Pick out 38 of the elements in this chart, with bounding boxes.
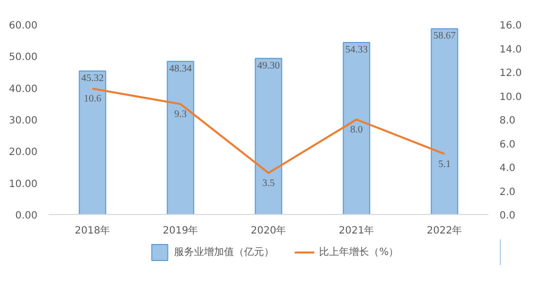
y2-tick-label: 10.0 (500, 92, 522, 103)
x-tick-label: 2022年 (426, 224, 462, 236)
data-label: 48.34 (169, 63, 192, 74)
bar (342, 42, 370, 214)
bar (430, 28, 458, 214)
data-label: 8.0 (350, 124, 363, 136)
data-label: 45.32 (81, 72, 104, 84)
y2-tick-label: 8.0 (500, 116, 516, 126)
y-tick-label: 60.00 (8, 20, 38, 32)
y2-tick-label: 2.0 (500, 186, 516, 198)
legend-label: 服务业增加值（亿元） (174, 246, 274, 259)
data-label: 10.6 (84, 94, 102, 105)
y-tick-label: 10.00 (8, 178, 38, 190)
data-label: 54.33 (345, 44, 368, 56)
x-tick-label: 2020年 (250, 224, 286, 236)
data-label: 49.30 (257, 60, 280, 72)
data-label: 9.3 (174, 109, 187, 120)
y2-tick-label: 6.0 (500, 139, 516, 150)
y2-tick-label: 16.0 (500, 20, 522, 32)
y2-tick-label: 14.0 (500, 44, 522, 56)
x-tick-label: 2019年 (162, 224, 198, 236)
bar (166, 60, 194, 214)
bar (78, 70, 106, 214)
data-label: 58.67 (433, 30, 456, 42)
y-tick-label: 40.00 (8, 84, 38, 95)
legend-label: 比上年增长（%） (319, 246, 399, 259)
y-tick-label: 30.00 (8, 116, 38, 126)
y-tick-label: 50.00 (8, 52, 38, 64)
bar (254, 58, 282, 214)
y2-tick-label: 12.0 (500, 68, 522, 79)
data-label: 5.1 (438, 158, 451, 170)
y-tick-label: 0.00 (15, 210, 38, 222)
x-tick-label: 2021年 (338, 224, 374, 236)
x-tick-label: 2018年 (74, 224, 110, 236)
y-tick-label: 20.00 (8, 147, 38, 158)
y2-tick-label: 4.0 (500, 163, 516, 174)
data-label: 3.5 (262, 178, 275, 189)
y2-tick-label: 0.0 (500, 210, 516, 222)
